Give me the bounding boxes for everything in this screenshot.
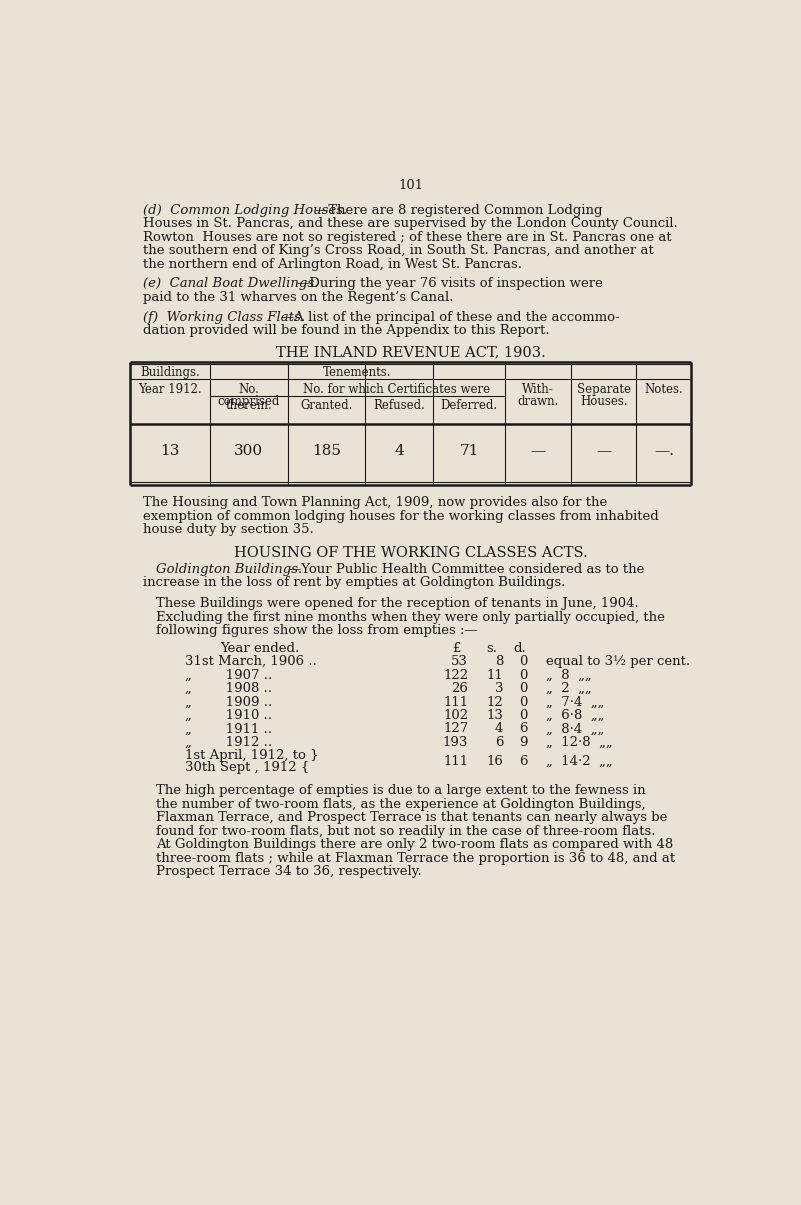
Text: Refused.: Refused.: [373, 399, 425, 412]
Text: Buildings.: Buildings.: [140, 366, 199, 380]
Text: 71: 71: [459, 443, 479, 458]
Text: 13: 13: [486, 709, 503, 722]
Text: With-: With-: [522, 383, 553, 396]
Text: No.: No.: [239, 383, 260, 396]
Text: 3: 3: [495, 682, 503, 695]
Text: therein.: therein.: [226, 399, 272, 412]
Text: Houses in St. Pancras, and these are supervised by the London County Council.: Houses in St. Pancras, and these are sup…: [143, 217, 678, 230]
Text: d.: d.: [513, 641, 526, 654]
Text: „  6·8  „„: „ 6·8 „„: [545, 709, 604, 722]
Text: three-room flats ; while at Flaxman Terrace the proportion is 36 to 48, and at: three-room flats ; while at Flaxman Terr…: [156, 852, 675, 865]
Text: (e)  Canal Boat Dwellings.: (e) Canal Boat Dwellings.: [143, 277, 318, 290]
Text: „        1910 ..: „ 1910 ..: [185, 709, 272, 722]
Text: 16: 16: [486, 754, 503, 768]
Text: 0: 0: [520, 682, 528, 695]
Text: —Your Public Health Committee considered as to the: —Your Public Health Committee considered…: [288, 563, 644, 576]
Text: „  14·2  „„: „ 14·2 „„: [545, 754, 613, 768]
Text: dation provided will be found in the Appendix to this Report.: dation provided will be found in the App…: [143, 324, 549, 337]
Text: 9: 9: [519, 736, 528, 750]
Text: 193: 193: [443, 736, 469, 750]
Text: 31st March, 1906 ..: 31st March, 1906 ..: [185, 656, 317, 668]
Text: —: —: [530, 443, 545, 458]
Text: 4: 4: [394, 443, 405, 458]
Text: Goldington Buildings.: Goldington Buildings.: [156, 563, 302, 576]
Text: 111: 111: [443, 754, 469, 768]
Text: Houses.: Houses.: [580, 395, 628, 408]
Text: paid to the 31 wharves on the Regent’s Canal.: paid to the 31 wharves on the Regent’s C…: [143, 290, 453, 304]
Text: drawn.: drawn.: [517, 395, 558, 408]
Text: the number of two-room flats, as the experience at Goldington Buildings,: the number of two-room flats, as the exp…: [156, 798, 646, 811]
Text: 6: 6: [495, 736, 503, 750]
Text: 111: 111: [443, 695, 469, 709]
Text: 0: 0: [520, 709, 528, 722]
Text: —.: —.: [654, 443, 674, 458]
Text: —There are 8 registered Common Lodging: —There are 8 registered Common Lodging: [315, 204, 602, 217]
Text: „  12·8  „„: „ 12·8 „„: [545, 736, 613, 750]
Text: 26: 26: [452, 682, 469, 695]
Text: comprised: comprised: [218, 395, 280, 408]
Text: „  8·4  „„: „ 8·4 „„: [545, 723, 604, 735]
Text: Notes.: Notes.: [645, 383, 683, 396]
Text: „        1911 ..: „ 1911 ..: [185, 723, 272, 735]
Text: „        1909 ..: „ 1909 ..: [185, 695, 272, 709]
Text: following figures show the loss from empties :—: following figures show the loss from emp…: [156, 624, 477, 637]
Text: (d)  Common Lodging Houses.: (d) Common Lodging Houses.: [143, 204, 347, 217]
Text: £: £: [453, 641, 461, 654]
Text: 6: 6: [519, 754, 528, 768]
Text: Deferred.: Deferred.: [441, 399, 497, 412]
Text: 12: 12: [486, 695, 503, 709]
Text: —During the year 76 visits of inspection were: —During the year 76 visits of inspection…: [296, 277, 603, 290]
Text: „        1912 ..: „ 1912 ..: [185, 736, 272, 750]
Text: Year ended.: Year ended.: [220, 641, 300, 654]
Text: 30th Sept , 1912 {: 30th Sept , 1912 {: [185, 760, 310, 774]
Text: 1st April, 1912, to }: 1st April, 1912, to }: [185, 750, 319, 763]
Text: HOUSING OF THE WORKING CLASSES ACTS.: HOUSING OF THE WORKING CLASSES ACTS.: [234, 546, 587, 560]
Text: „        1907 ..: „ 1907 ..: [185, 669, 272, 682]
Text: 0: 0: [520, 669, 528, 682]
Text: increase in the loss of rent by empties at Goldington Buildings.: increase in the loss of rent by empties …: [143, 576, 566, 589]
Text: The Housing and Town Planning Act, 1909, now provides also for the: The Housing and Town Planning Act, 1909,…: [143, 496, 607, 509]
Text: 127: 127: [443, 723, 469, 735]
Text: house duty by section 35.: house duty by section 35.: [143, 523, 313, 536]
Text: found for two-room flats, but not so readily in the case of three-room flats.: found for two-room flats, but not so rea…: [156, 824, 655, 837]
Text: Prospect Terrace 34 to 36, respectively.: Prospect Terrace 34 to 36, respectively.: [156, 865, 421, 878]
Text: the northern end of Arlington Road, in West St. Pancras.: the northern end of Arlington Road, in W…: [143, 258, 521, 271]
Text: Tenements.: Tenements.: [323, 366, 392, 380]
Text: Rowton  Houses are not so registered ; of these there are in St. Pancras one at: Rowton Houses are not so registered ; of…: [143, 231, 671, 243]
Text: 102: 102: [443, 709, 469, 722]
Text: 122: 122: [443, 669, 469, 682]
Text: 8: 8: [495, 656, 503, 668]
Text: These Buildings were opened for the reception of tenants in June, 1904.: These Buildings were opened for the rece…: [156, 598, 638, 611]
Text: „  7·4  „„: „ 7·4 „„: [545, 695, 604, 709]
Text: Excluding the first nine months when they were only partially occupied, the: Excluding the first nine months when the…: [156, 611, 665, 624]
Text: 0: 0: [520, 695, 528, 709]
Text: 13: 13: [160, 443, 179, 458]
Text: The high percentage of empties is due to a large extent to the fewness in: The high percentage of empties is due to…: [156, 784, 646, 798]
Text: Granted.: Granted.: [300, 399, 352, 412]
Text: 6: 6: [519, 723, 528, 735]
Text: 101: 101: [398, 180, 423, 193]
Text: „        1908 ..: „ 1908 ..: [185, 682, 272, 695]
Text: exemption of common lodging houses for the working classes from inhabited: exemption of common lodging houses for t…: [143, 510, 658, 523]
Text: (f)  Working Class Flats.: (f) Working Class Flats.: [143, 311, 304, 323]
Text: 0: 0: [520, 656, 528, 668]
Text: „  2  „„: „ 2 „„: [545, 682, 591, 695]
Text: „  8  „„: „ 8 „„: [545, 669, 591, 682]
Text: No. for which Certificates were: No. for which Certificates were: [303, 383, 489, 396]
Text: s.: s.: [486, 641, 497, 654]
Text: THE INLAND REVENUE ACT, 1903.: THE INLAND REVENUE ACT, 1903.: [276, 345, 545, 359]
Text: 53: 53: [452, 656, 469, 668]
Text: Year 1912.: Year 1912.: [138, 383, 202, 396]
Text: Separate: Separate: [577, 383, 631, 396]
Text: 4: 4: [495, 723, 503, 735]
Text: Flaxman Terrace, and Prospect Terrace is that tenants can nearly always be: Flaxman Terrace, and Prospect Terrace is…: [156, 811, 667, 824]
Text: the southern end of King’s Cross Road, in South St. Pancras, and another at: the southern end of King’s Cross Road, i…: [143, 245, 654, 258]
Text: 185: 185: [312, 443, 341, 458]
Text: equal to 3½ per cent.: equal to 3½ per cent.: [545, 656, 690, 668]
Text: 11: 11: [486, 669, 503, 682]
Text: 300: 300: [235, 443, 264, 458]
Text: —: —: [596, 443, 611, 458]
Text: At Goldington Buildings there are only 2 two-room flats as compared with 48: At Goldington Buildings there are only 2…: [156, 839, 673, 851]
Text: —A list of the principal of these and the accommo-: —A list of the principal of these and th…: [280, 311, 619, 323]
